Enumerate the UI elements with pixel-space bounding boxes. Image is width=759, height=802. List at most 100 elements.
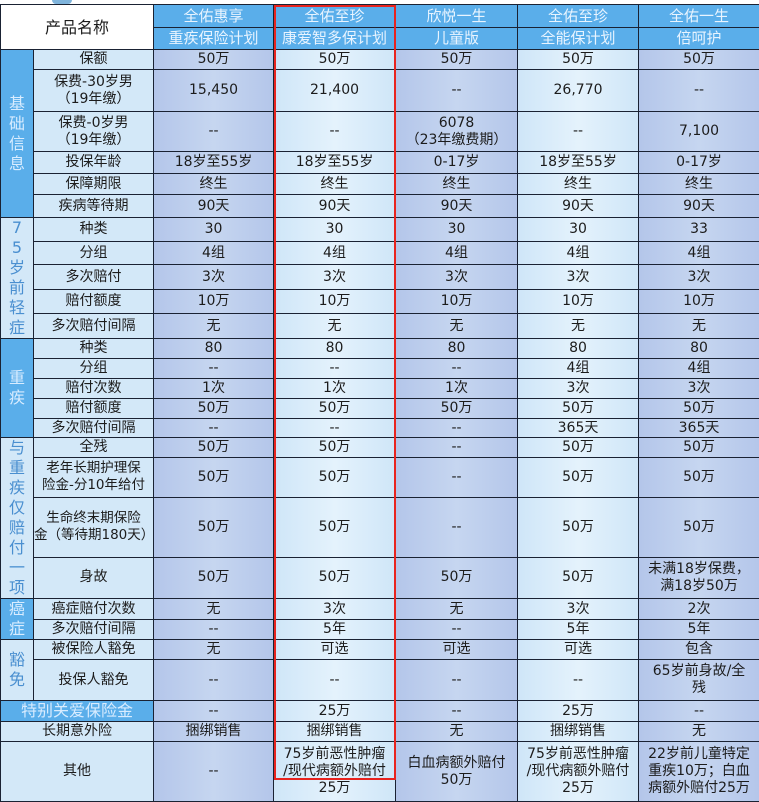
value-cell: 65岁前身故/全 残: [639, 660, 759, 701]
row-label: 保障期限: [34, 174, 154, 195]
value-cell: 26,770: [518, 70, 639, 112]
row-label: 保费-0岁男 （19年缴）: [34, 112, 154, 152]
value-cell: --: [154, 112, 274, 152]
value-cell: 50万: [639, 50, 759, 70]
value-cell: 1次: [154, 379, 274, 399]
table-row: 长期意外险捆绑销售捆绑销售无捆绑销售无: [1, 722, 759, 742]
value-cell: --: [396, 701, 518, 722]
table-row: 保障期限终生终生终生终生终生: [1, 174, 759, 195]
product-name-line2: 全能保计划: [518, 28, 639, 50]
value-cell: 50万: [274, 399, 396, 419]
value-cell: --: [154, 701, 274, 722]
value-cell: 33: [639, 218, 759, 242]
value-cell: 无: [154, 640, 274, 660]
value-cell: 50万: [518, 50, 639, 70]
value-cell: --: [518, 660, 639, 701]
row-label: 癌症赔付次数: [34, 599, 154, 620]
row-label: 其他: [1, 742, 154, 802]
product-name-line2: 康爱智多保计划: [274, 28, 396, 50]
value-cell: --: [274, 359, 396, 379]
value-cell: 3次: [396, 265, 518, 290]
value-cell: 90天: [274, 195, 396, 218]
value-cell: 4组: [154, 241, 274, 265]
product-name-line2: 儿童版: [396, 28, 518, 50]
value-cell: 1次: [396, 379, 518, 399]
value-cell: 可选: [396, 640, 518, 660]
value-cell: 80: [396, 339, 518, 359]
table-row: 保费-0岁男 （19年缴）----6078 （23年缴费期）--7,100: [1, 112, 759, 152]
value-cell: 无: [396, 599, 518, 620]
value-cell: 终生: [639, 174, 759, 195]
value-cell: 10万: [518, 290, 639, 314]
value-cell: --: [396, 419, 518, 438]
row-label: 多次赔付间隔: [34, 620, 154, 640]
value-cell: 无: [154, 599, 274, 620]
value-cell: 50万: [518, 457, 639, 497]
value-cell: 白血病额外赔付 50万: [396, 742, 518, 802]
value-cell: 50万: [639, 399, 759, 419]
value-cell: 15,450: [154, 70, 274, 112]
comparison-table: 产品名称全佑惠享全佑至珍欣悦一生全佑至珍全佑一生重疾保险计划康爱智多保计划儿童版…: [0, 4, 759, 802]
value-cell: 22岁前儿童特定 重疾10万；白血 病额外赔付25万: [639, 742, 759, 802]
value-cell: 3次: [154, 265, 274, 290]
row-label: 多次赔付间隔: [34, 419, 154, 438]
value-cell: 无: [396, 722, 518, 742]
row-label: 赔付次数: [34, 379, 154, 399]
value-cell: 终生: [154, 174, 274, 195]
value-cell: 50万: [518, 497, 639, 557]
table-row: 特别关爱保险金--25万--25万--: [1, 701, 759, 722]
row-label: 分组: [34, 359, 154, 379]
value-cell: 50万: [518, 557, 639, 598]
value-cell: --: [396, 620, 518, 640]
value-cell: --: [154, 419, 274, 438]
value-cell: 50万: [639, 438, 759, 458]
value-cell: 4组: [518, 241, 639, 265]
value-cell: 3次: [639, 379, 759, 399]
value-cell: 5年: [639, 620, 759, 640]
value-cell: 无: [154, 314, 274, 339]
value-cell: 50万: [274, 557, 396, 598]
group-label: 重疾: [1, 339, 34, 438]
value-cell: 50万: [396, 50, 518, 70]
value-cell: 50万: [154, 50, 274, 70]
row-label: 种类: [34, 339, 154, 359]
product-name-line1: 全佑一生: [639, 5, 759, 28]
group-label: 癌症: [1, 599, 34, 640]
value-cell: 50万: [154, 399, 274, 419]
product-name-line2: 倍呵护: [639, 28, 759, 50]
value-cell: 50万: [639, 497, 759, 557]
value-cell: --: [154, 620, 274, 640]
value-cell: 80: [518, 339, 639, 359]
value-cell: 3次: [518, 265, 639, 290]
row-label: 特别关爱保险金: [1, 701, 154, 722]
value-cell: 无: [396, 314, 518, 339]
value-cell: 80: [639, 339, 759, 359]
value-cell: 50万: [396, 557, 518, 598]
value-cell: 50万: [639, 457, 759, 497]
value-cell: 30: [274, 218, 396, 242]
value-cell: 90天: [518, 195, 639, 218]
row-label: 赔付额度: [34, 399, 154, 419]
row-label: 身故: [34, 557, 154, 598]
value-cell: 50万: [274, 457, 396, 497]
table-row: 投保人豁免--------65岁前身故/全 残: [1, 660, 759, 701]
value-cell: 4组: [396, 241, 518, 265]
value-cell: --: [639, 701, 759, 722]
value-cell: 18岁至55岁: [154, 152, 274, 174]
value-cell: 0-17岁: [396, 152, 518, 174]
row-label: 投保人豁免: [34, 660, 154, 701]
value-cell: 50万: [154, 438, 274, 458]
value-cell: 30: [396, 218, 518, 242]
